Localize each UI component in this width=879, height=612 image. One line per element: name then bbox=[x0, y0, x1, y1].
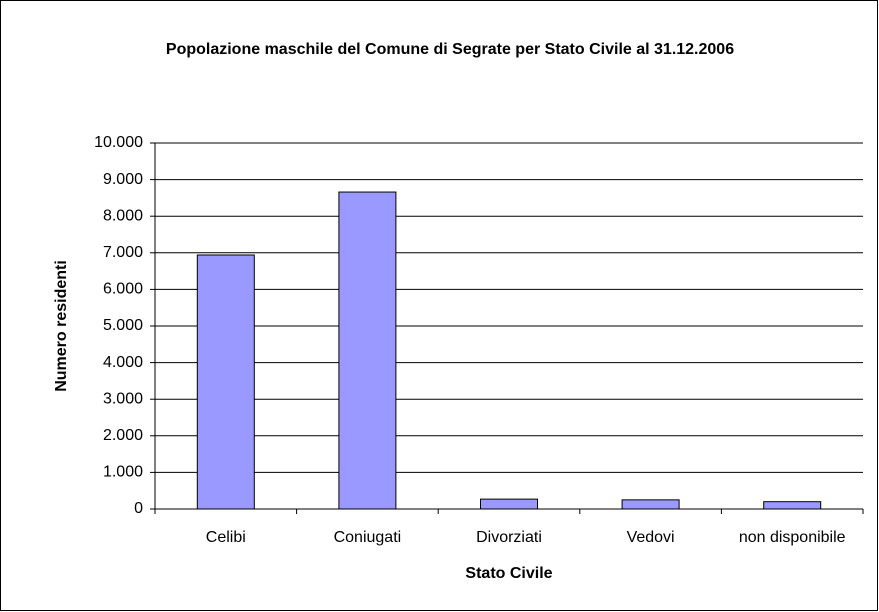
y-tick-label: 2.000 bbox=[103, 427, 143, 444]
y-tick-label: 10.000 bbox=[94, 134, 143, 151]
y-axis-title: Numero residenti bbox=[53, 260, 70, 392]
y-tick-label: 7.000 bbox=[103, 244, 143, 261]
y-tick-label: 8.000 bbox=[103, 207, 143, 224]
bar bbox=[338, 191, 397, 510]
bar bbox=[196, 254, 255, 510]
y-tick-label: 9.000 bbox=[103, 171, 143, 188]
x-tick-label: Divorziati bbox=[476, 529, 542, 546]
x-tick-label: Coniugati bbox=[334, 529, 402, 546]
y-tick-label: 6.000 bbox=[103, 281, 143, 298]
x-axis-title: Stato Civile bbox=[465, 565, 552, 582]
bar bbox=[480, 498, 538, 510]
x-tick-label: Vedovi bbox=[627, 529, 675, 546]
chart-title: Popolazione maschile del Comune di Segra… bbox=[165, 41, 735, 58]
x-tick-label: non disponibile bbox=[739, 529, 846, 546]
bar bbox=[763, 501, 822, 510]
y-tick-label: 3.000 bbox=[103, 390, 143, 407]
y-tick-label: 5.000 bbox=[103, 317, 143, 334]
y-tick-label: 4.000 bbox=[103, 354, 143, 371]
x-tick-label: Celibi bbox=[206, 529, 246, 546]
y-tick-label: 1.000 bbox=[103, 464, 143, 481]
bar bbox=[621, 499, 680, 510]
y-tick-label: 0 bbox=[134, 500, 143, 517]
